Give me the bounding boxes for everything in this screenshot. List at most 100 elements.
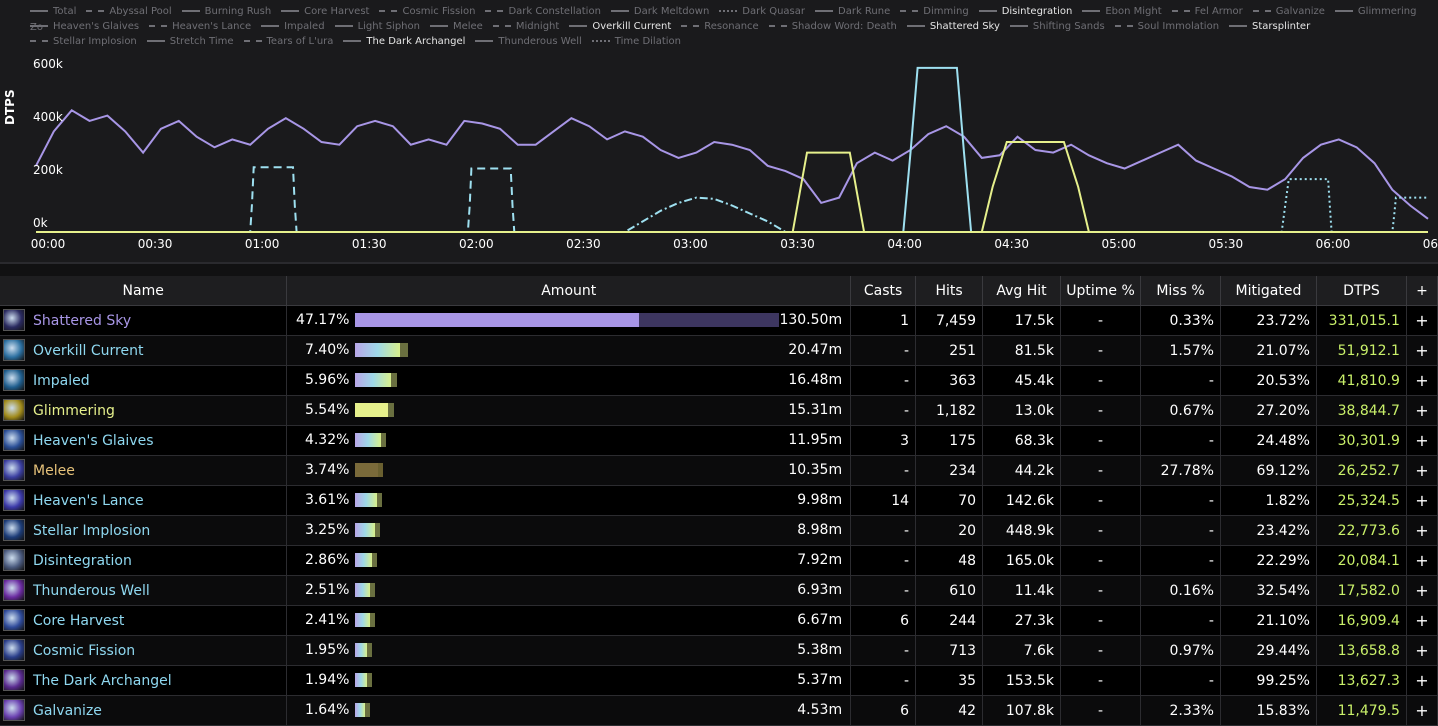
- table-row[interactable]: Impaled 5.96% 16.48m -363 45.4k - -20.53% 41,81…: [0, 365, 1438, 396]
- table-row[interactable]: Melee 3.74% 10.35m -234 44.2k -27.78% 69.12% 26…: [0, 455, 1438, 486]
- legend-item[interactable]: Shifting Sands: [1009, 19, 1105, 34]
- legend-item[interactable]: Shadow Word: Death: [768, 19, 897, 34]
- legend-item[interactable]: Disintegration: [978, 4, 1072, 19]
- series-line-dark-quasar[interactable]: [36, 196, 1428, 233]
- table-row[interactable]: Disintegration 2.86% 7.92m -48 165.0k - -22.29…: [0, 545, 1438, 576]
- amount-bar-remainder: [375, 523, 381, 537]
- legend-item[interactable]: Core Harvest: [281, 4, 369, 19]
- legend-item[interactable]: Dark Meltdown: [610, 4, 709, 19]
- legend-item[interactable]: Burning Rush: [181, 4, 271, 19]
- legend-item[interactable]: Melee: [429, 19, 483, 34]
- column-header[interactable]: Mitigated: [1220, 276, 1317, 306]
- expand-button[interactable]: +: [1406, 395, 1438, 426]
- spell-name-link[interactable]: Galvanize: [33, 702, 102, 719]
- legend-item[interactable]: Thunderous Well: [475, 34, 582, 49]
- column-header[interactable]: +: [1406, 276, 1438, 306]
- legend-item[interactable]: Fel Armor: [1171, 4, 1243, 19]
- legend-item[interactable]: Stretch Time: [146, 34, 234, 49]
- legend-item[interactable]: Dark Rune: [815, 4, 890, 19]
- legend-item[interactable]: Midnight: [492, 19, 559, 34]
- hits-cell: 70: [915, 485, 984, 516]
- spell-name-link[interactable]: Overkill Current: [33, 342, 144, 359]
- expand-button[interactable]: +: [1406, 365, 1438, 396]
- legend-item[interactable]: Light Siphon: [334, 19, 420, 34]
- legend-item[interactable]: Cosmic Fission: [379, 4, 475, 19]
- series-line-glimmering[interactable]: [36, 141, 1428, 233]
- x-tick-label: 04:00: [887, 237, 922, 251]
- table-row[interactable]: Heaven's Lance 3.61% 9.98m 14 70 142.6k - -1.82…: [0, 485, 1438, 516]
- x-tick-label: 05:00: [1101, 237, 1137, 251]
- table-row[interactable]: Heaven's Glaives 4.32% 11.95m 3 175 68.3k - -24…: [0, 425, 1438, 456]
- spell-name-link[interactable]: Core Harvest: [33, 612, 125, 629]
- legend-item[interactable]: Time Dilation: [591, 34, 681, 49]
- expand-button[interactable]: +: [1406, 665, 1438, 696]
- legend-item[interactable]: Starsplinter: [1229, 19, 1310, 34]
- legend-item[interactable]: The Dark Archangel: [343, 34, 465, 49]
- series-line-shattered-sky[interactable]: [35, 109, 1429, 220]
- legend-item[interactable]: Dark Constellation: [485, 4, 601, 19]
- expand-button[interactable]: +: [1406, 635, 1438, 666]
- table-row[interactable]: Cosmic Fission 1.95% 5.38m -713 7.6k -0.97% 29…: [0, 635, 1438, 666]
- expand-button[interactable]: +: [1406, 455, 1438, 486]
- spell-name-link[interactable]: Impaled: [33, 372, 90, 389]
- legend-item[interactable]: Soul Immolation: [1114, 19, 1219, 34]
- spell-name-link[interactable]: Thunderous Well: [33, 582, 150, 599]
- hits-cell: 20: [915, 515, 984, 546]
- table-row[interactable]: Thunderous Well 2.51% 6.93m -610 11.4k -0.16%…: [0, 575, 1438, 606]
- legend-item[interactable]: Tears of L'ura: [243, 34, 333, 49]
- legend-item[interactable]: Total: [30, 4, 76, 19]
- spell-name-link[interactable]: Stellar Implosion: [33, 522, 151, 539]
- expand-button[interactable]: +: [1406, 515, 1438, 546]
- legend-item[interactable]: Stellar Implosion: [30, 34, 137, 49]
- legend-item[interactable]: Resonance: [681, 19, 759, 34]
- spell-name-link[interactable]: Heaven's Lance: [33, 492, 144, 509]
- legend-swatch: [379, 10, 398, 12]
- legend-item[interactable]: Dimming: [900, 4, 969, 19]
- table-row[interactable]: Galvanize 1.64% 4.53m 6 42 107.8k -2.33% 15.83%…: [0, 695, 1438, 726]
- legend-item[interactable]: Heaven's Glaives: [30, 19, 139, 34]
- column-header[interactable]: Miss %: [1140, 276, 1221, 306]
- expand-button[interactable]: +: [1406, 425, 1438, 456]
- spell-name-link[interactable]: The Dark Archangel: [33, 672, 172, 689]
- column-header[interactable]: DTPS: [1316, 276, 1407, 306]
- spell-name-link[interactable]: Heaven's Glaives: [33, 432, 154, 449]
- table-row[interactable]: Stellar Implosion 3.25% 8.98m -20 448.9k - -23…: [0, 515, 1438, 546]
- legend-item[interactable]: Galvanize: [1252, 4, 1325, 19]
- series-line-overkill-current[interactable]: [36, 166, 1428, 233]
- spell-name-link[interactable]: Glimmering: [33, 402, 115, 419]
- column-header[interactable]: Name: [0, 276, 288, 306]
- expand-button[interactable]: +: [1406, 485, 1438, 516]
- table-row[interactable]: Glimmering 5.54% 15.31m -1,182 13.0k -0.67% 27…: [0, 395, 1438, 426]
- legend-item[interactable]: Impaled: [261, 19, 325, 34]
- table-row[interactable]: Overkill Current 7.40% 20.47m -251 81.5k -1.5…: [0, 335, 1438, 366]
- column-header[interactable]: Casts: [850, 276, 917, 306]
- legend-item[interactable]: Heaven's Lance: [149, 19, 251, 34]
- spell-name-link[interactable]: Shattered Sky: [33, 312, 132, 329]
- legend-item[interactable]: Shattered Sky: [906, 19, 1000, 34]
- legend-item[interactable]: Dark Quasar: [719, 4, 805, 19]
- expand-button[interactable]: +: [1406, 335, 1438, 366]
- expand-button[interactable]: +: [1406, 545, 1438, 576]
- legend-label: Resonance: [704, 21, 759, 32]
- table-row[interactable]: Core Harvest 2.41% 6.67m 6 244 27.3k - -21.10% 1…: [0, 605, 1438, 636]
- column-header[interactable]: Uptime %: [1060, 276, 1141, 306]
- expand-button[interactable]: +: [1406, 575, 1438, 606]
- amount-value: 9.98m: [797, 492, 843, 508]
- expand-button[interactable]: +: [1406, 305, 1438, 336]
- series-line-disintegration[interactable]: [36, 66, 1428, 233]
- expand-button[interactable]: +: [1406, 605, 1438, 636]
- expand-button[interactable]: +: [1406, 695, 1438, 726]
- spell-name-link[interactable]: Cosmic Fission: [33, 642, 136, 659]
- spell-name-link[interactable]: Melee: [33, 462, 75, 479]
- spell-name-link[interactable]: Disintegration: [33, 552, 132, 569]
- table-row[interactable]: Shattered Sky 47.17% 130.50m 1 7,459 17.5k -0.…: [0, 305, 1438, 336]
- column-header[interactable]: Avg Hit: [982, 276, 1062, 306]
- chart-plot[interactable]: [0, 0, 1438, 262]
- table-row[interactable]: The Dark Archangel 1.94% 5.37m -35 153.5k - -9…: [0, 665, 1438, 696]
- legend-item[interactable]: Overkill Current: [569, 19, 671, 34]
- column-header[interactable]: Amount: [286, 276, 852, 306]
- legend-item[interactable]: Abyssal Pool: [86, 4, 172, 19]
- legend-item[interactable]: Glimmering: [1334, 4, 1416, 19]
- column-header[interactable]: Hits: [915, 276, 984, 306]
- legend-item[interactable]: Ebon Might: [1082, 4, 1162, 19]
